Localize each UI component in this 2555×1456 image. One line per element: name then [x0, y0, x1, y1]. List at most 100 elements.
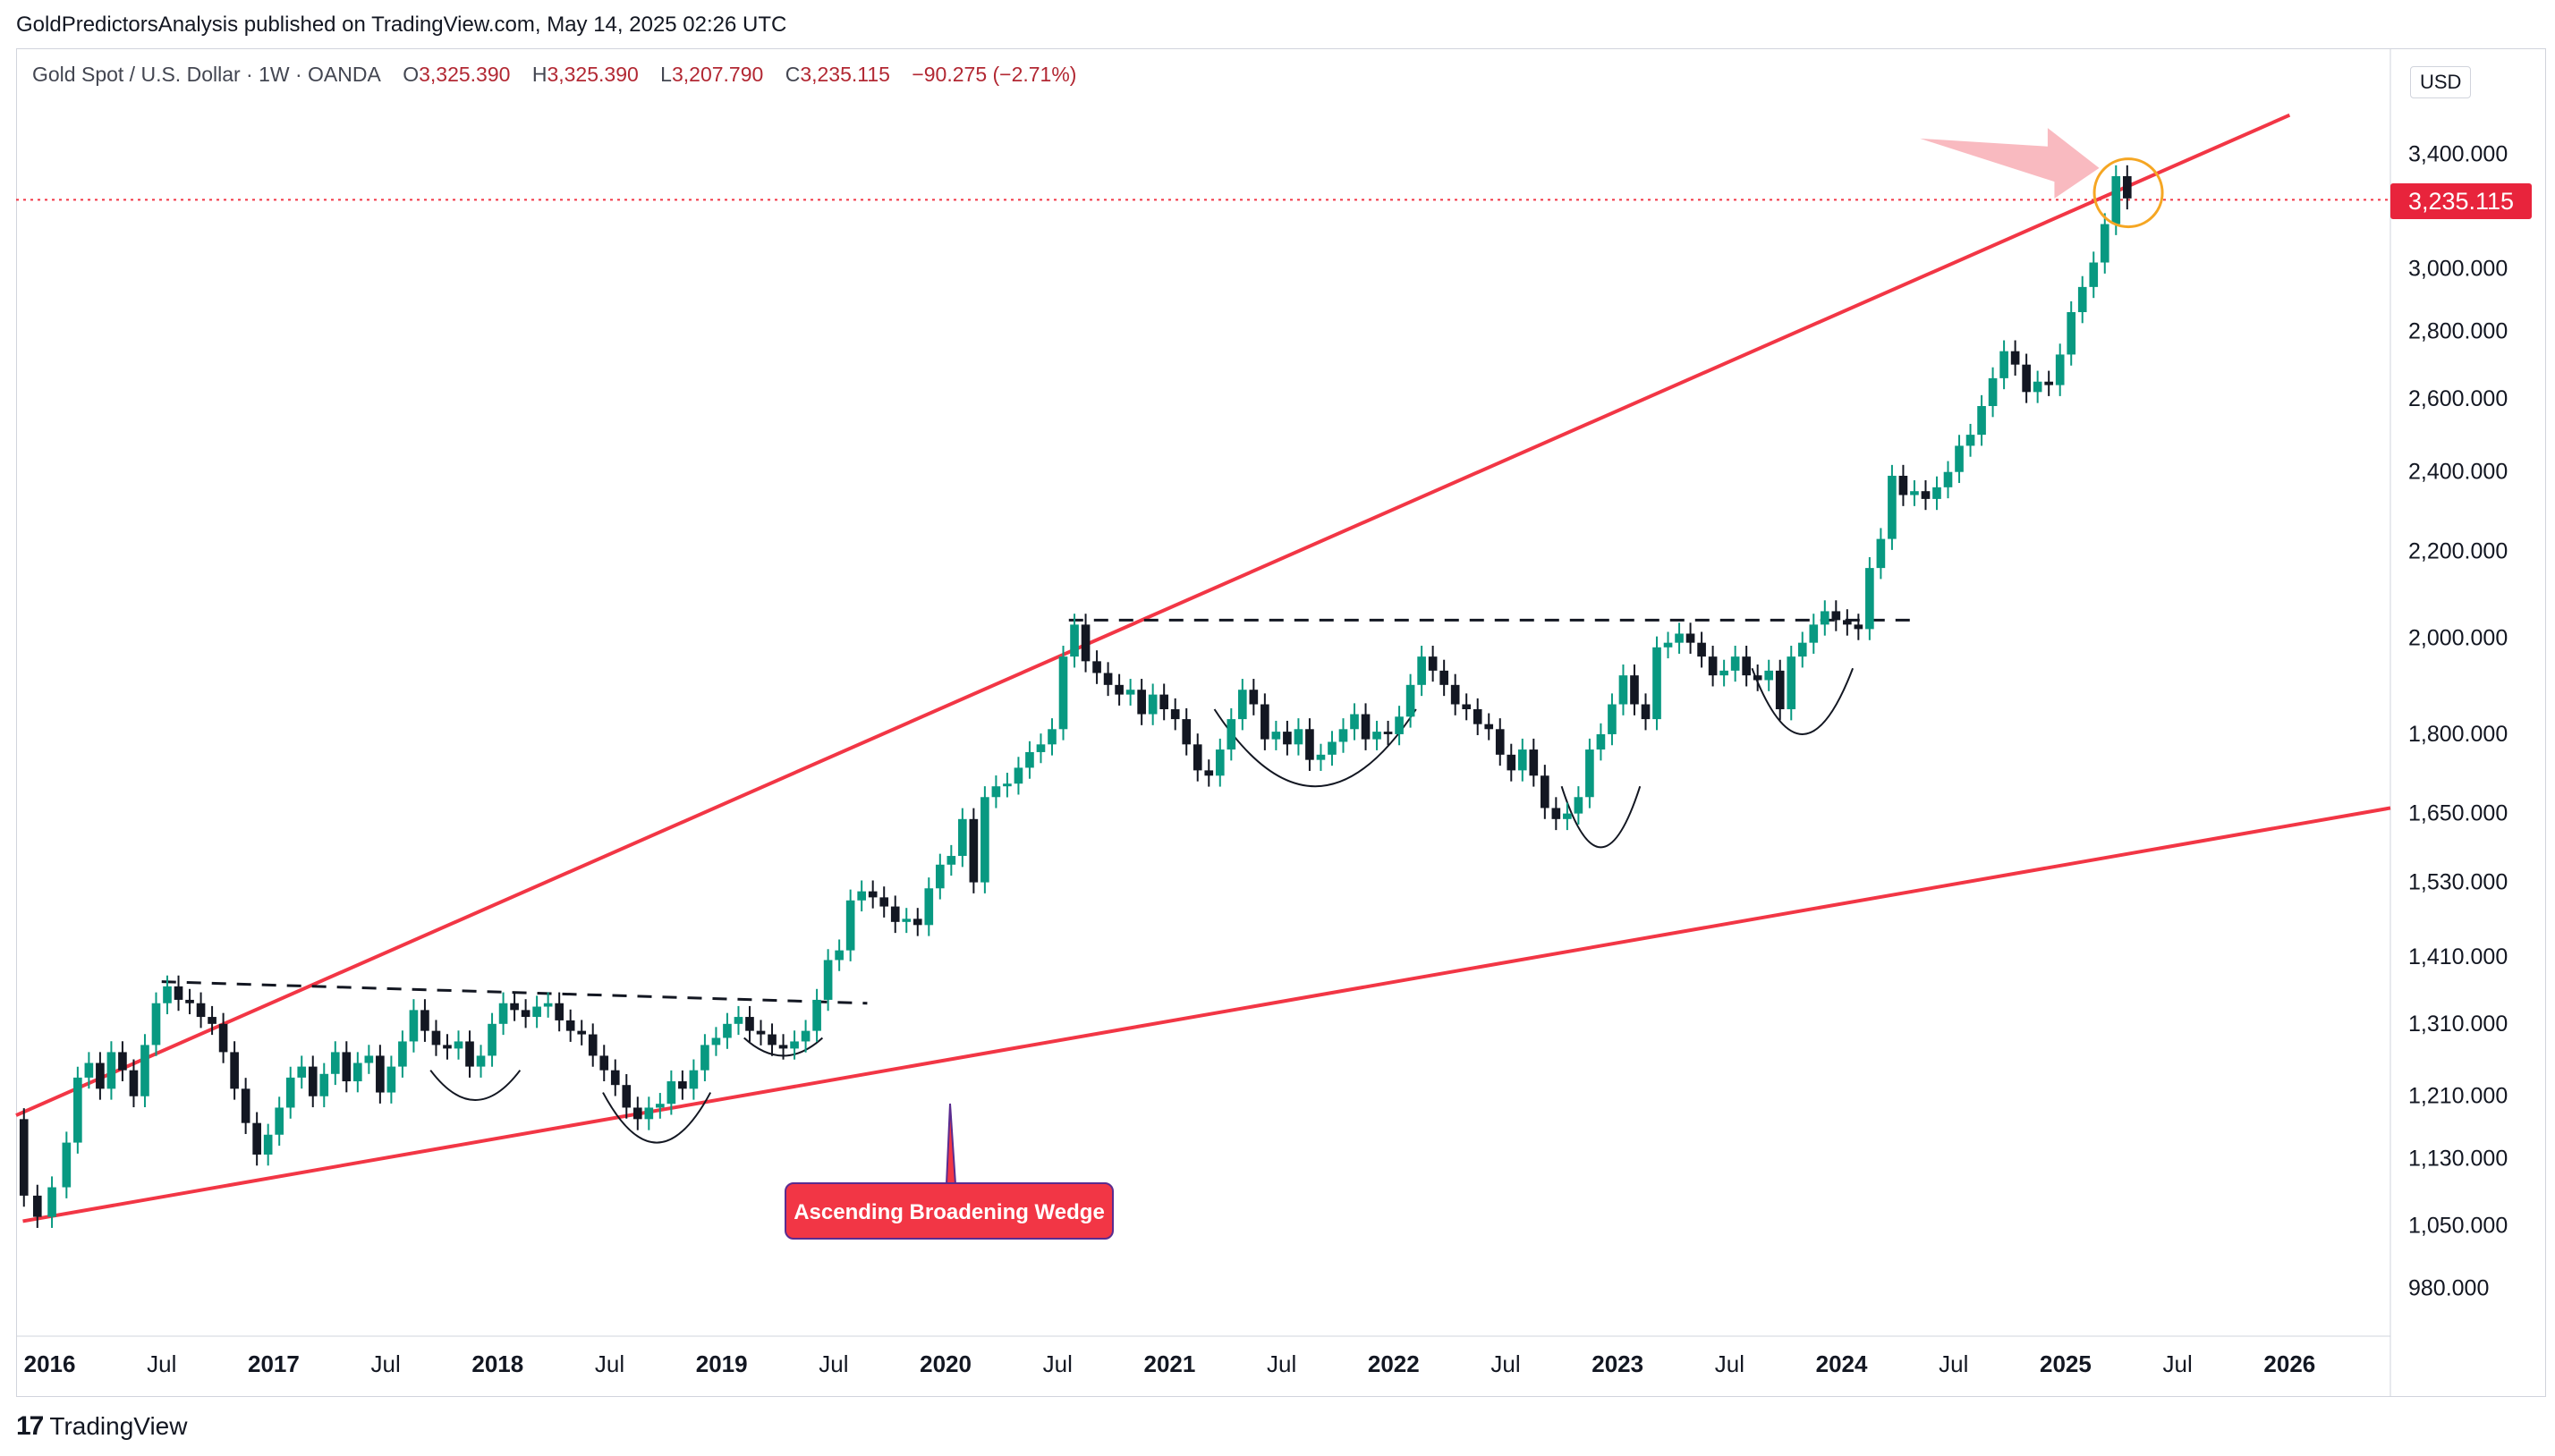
candle-body [1439, 670, 1448, 685]
x-tick-label: Jul [1490, 1350, 1520, 1377]
x-tick-label: Jul [1939, 1350, 1968, 1377]
x-tick-label: Jul [370, 1350, 400, 1377]
candle-body [185, 999, 194, 1003]
legend-close: 3,235.115 [800, 63, 890, 86]
candle-body [1988, 377, 1998, 407]
candle-body [1405, 684, 1415, 717]
chart-frame[interactable] [16, 48, 2546, 1397]
candle-body [409, 1010, 419, 1042]
brand-name: TradingView [49, 1412, 188, 1440]
legend-low: 3,207.790 [671, 63, 764, 86]
candle-body [420, 1010, 429, 1031]
y-tick-label: 2,800.000 [2408, 319, 2508, 344]
rounded-bottom-arc [1751, 667, 1855, 735]
y-tick-label: 980.000 [2408, 1276, 2489, 1301]
candle-body [1115, 684, 1124, 695]
x-tick-label: 2024 [1816, 1350, 1868, 1377]
candle-body [96, 1062, 105, 1089]
candle-body [263, 1134, 273, 1155]
y-tick-label: 3,000.000 [2408, 256, 2508, 281]
candle-body [845, 900, 855, 951]
candle-body [252, 1122, 261, 1155]
candle-body [431, 1030, 441, 1045]
legend-symbol: Gold Spot / U.S. Dollar · 1W · OANDA [32, 63, 381, 86]
x-tick-label: 2020 [920, 1350, 972, 1377]
candle-body [1809, 624, 1819, 643]
candle-body [454, 1041, 463, 1049]
overlay [945, 128, 2164, 1185]
x-tick-label: Jul [2163, 1350, 2193, 1377]
candle-body [868, 891, 878, 898]
candle-body [1999, 351, 2008, 378]
pattern-annotation-label[interactable]: Ascending Broadening Wedge [785, 1182, 1114, 1240]
candle-body [935, 864, 945, 889]
candle-body [879, 897, 889, 907]
x-tick-label: Jul [1043, 1350, 1073, 1377]
candle-body [1965, 435, 1975, 446]
x-tick-label: 2021 [1144, 1350, 1196, 1377]
candle-body [980, 797, 989, 883]
candle-body [62, 1142, 72, 1188]
candle-body [1484, 724, 1494, 730]
rounded-bottom-arc [429, 1070, 522, 1101]
candle-body [1462, 704, 1472, 710]
candle-body [689, 1070, 699, 1089]
candle-body [241, 1088, 250, 1123]
candle-body [1048, 729, 1057, 745]
candle-body [308, 1066, 318, 1096]
candle-body [969, 818, 979, 883]
candle-body [342, 1052, 352, 1082]
candle-body [1574, 797, 1583, 814]
candle-body [1652, 647, 1661, 720]
candle-body [118, 1052, 127, 1071]
y-tick-labels: 3,400.000 3,000.000 2,800.000 2,600.000 2,40… [2408, 142, 2508, 1301]
candle-body [1316, 754, 1326, 760]
candle-body [1058, 656, 1068, 730]
candle-body [1182, 719, 1192, 745]
rounded-bottom-arc [1560, 785, 1642, 849]
candle-body [543, 1003, 553, 1007]
candle-body [330, 1052, 340, 1074]
y-tick-label: 1,050.000 [2408, 1213, 2508, 1238]
candle-body [1596, 733, 1606, 750]
candle-body [946, 856, 956, 865]
currency-button[interactable]: USD [2410, 66, 2472, 98]
candle-body [1450, 684, 1460, 705]
candle-body [902, 918, 912, 922]
candle-body [1876, 538, 1886, 569]
candle-body [129, 1070, 139, 1096]
candle-body [196, 1003, 206, 1018]
candle-body [823, 960, 833, 1000]
candle-body [1070, 624, 1079, 657]
y-tick-label: 2,400.000 [2408, 460, 2508, 485]
candle-body [2022, 364, 2031, 393]
candle-body [1283, 732, 1292, 745]
candle-body [1910, 491, 1919, 495]
candle-body [700, 1045, 709, 1071]
y-tick-label: 1,310.000 [2408, 1012, 2508, 1037]
candle-body [532, 1006, 541, 1018]
candle-body [1730, 656, 1740, 671]
candle-body [958, 818, 967, 857]
candle-body [1249, 690, 1259, 705]
legend-high: 3,325.390 [547, 63, 639, 86]
candle-body [610, 1070, 620, 1086]
candle-body [465, 1041, 474, 1067]
candle-body [1170, 709, 1180, 720]
candle-body [1338, 729, 1348, 742]
candle-body [2067, 311, 2076, 355]
candle-body [163, 986, 172, 1003]
tradingview-branding[interactable]: 17 TradingView [16, 1411, 187, 1442]
candle-body [1328, 741, 1337, 755]
pointer-arrow [1920, 128, 2100, 199]
candle-body [1608, 704, 1617, 734]
candle-body [1585, 749, 1594, 798]
candle-body [2089, 262, 2099, 287]
candle-body [1541, 775, 1549, 808]
candle-body [2033, 381, 2042, 393]
candle-body [1820, 611, 1829, 625]
candle-body [218, 1023, 228, 1053]
candle-body [1775, 670, 1785, 710]
x-tick-label: 2016 [24, 1350, 76, 1377]
